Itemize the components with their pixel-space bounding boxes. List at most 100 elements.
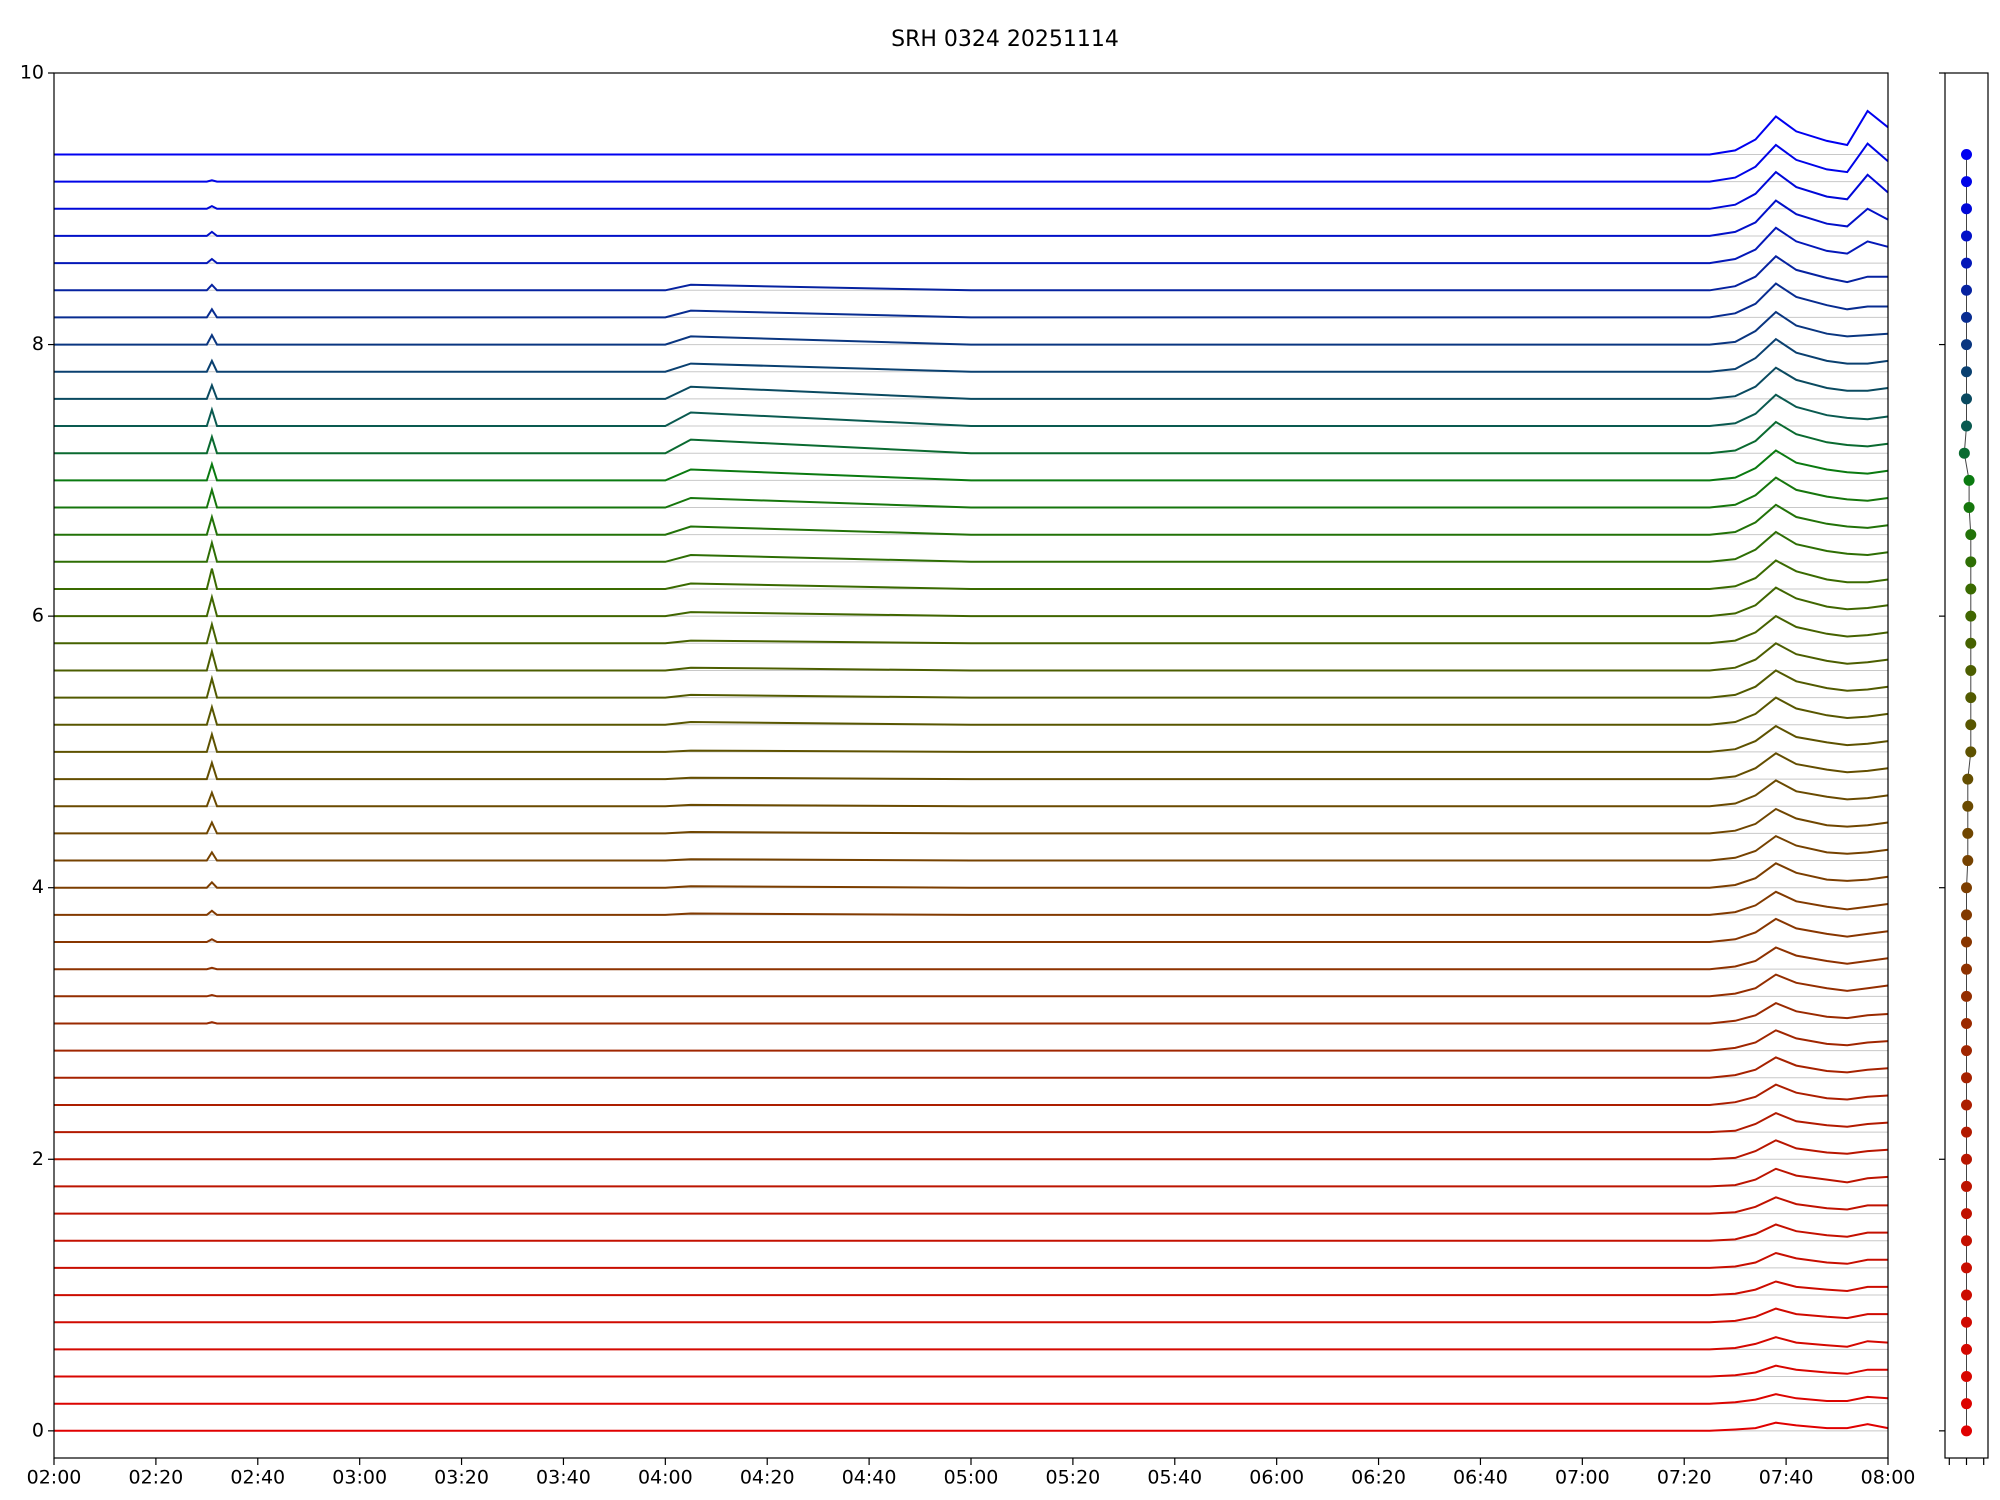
point: [1961, 990, 1972, 1002]
point: [1963, 474, 1975, 486]
point: [1965, 746, 1977, 758]
point: [1961, 1099, 1972, 1111]
trace: [54, 1083, 1889, 1106]
x-tick-label: 07:40: [1759, 1467, 1814, 1489]
point: [1961, 1316, 1972, 1328]
trace: [54, 669, 1889, 699]
point: [1965, 664, 1977, 676]
point: [1962, 773, 1974, 785]
trace: [54, 559, 1889, 590]
x-tick-label: 03:40: [536, 1467, 591, 1489]
trace: [54, 1393, 1889, 1405]
point: [1961, 1398, 1972, 1410]
point: [1961, 393, 1972, 405]
x-tick-label: 04:20: [740, 1467, 795, 1489]
x-tick-label: 04:00: [638, 1467, 693, 1489]
trace: [54, 449, 1889, 482]
x-tick-label: 06:20: [1351, 1467, 1406, 1489]
x-tick-label: 06:40: [1453, 1467, 1508, 1489]
trace: [54, 199, 1889, 237]
trace: [54, 752, 1889, 781]
trace: [54, 1223, 1888, 1242]
trace: [54, 1251, 1888, 1269]
x-tick-label: 07:00: [1555, 1467, 1610, 1489]
trace: [54, 890, 1889, 916]
point: [1965, 692, 1977, 704]
x-tick-label: 04:40: [842, 1467, 897, 1489]
point: [1961, 882, 1972, 894]
point: [1961, 909, 1972, 921]
point: [1961, 1045, 1972, 1057]
trace: [54, 1364, 1888, 1378]
point: [1965, 637, 1977, 649]
trace: [54, 1167, 1889, 1188]
x-tick-label: 06:00: [1249, 1467, 1304, 1489]
x-tick-label: 02:20: [129, 1467, 184, 1489]
point: [1961, 1343, 1972, 1355]
point: [1965, 529, 1977, 541]
x-tick-label: 07:20: [1657, 1467, 1712, 1489]
y-tick-label: 10: [20, 62, 44, 84]
trace: [54, 586, 1889, 618]
trace: [54, 779, 1889, 808]
trace: [54, 834, 1889, 862]
trace: [54, 1001, 1889, 1025]
trace: [54, 530, 1889, 563]
trace: [54, 109, 1889, 156]
x-tick-label: 03:20: [434, 1467, 489, 1489]
point: [1961, 284, 1972, 296]
trace: [54, 1336, 1889, 1351]
x-tick-label: 05:00: [944, 1467, 999, 1489]
point: [1961, 963, 1972, 975]
x-tick-label: 05:20: [1046, 1467, 1101, 1489]
y-tick-label: 0: [32, 1419, 44, 1441]
x-tick-label: 02:00: [27, 1467, 82, 1489]
point: [1962, 800, 1974, 812]
point: [1965, 583, 1977, 595]
y-tick-label: 2: [32, 1148, 44, 1170]
point: [1965, 610, 1977, 622]
point: [1961, 1072, 1972, 1084]
trace: [54, 476, 1889, 509]
trace: [54, 724, 1889, 753]
point: [1961, 1017, 1972, 1029]
trace: [54, 142, 1889, 183]
point: [1963, 502, 1975, 514]
point: [1961, 176, 1972, 188]
trace: [54, 973, 1889, 998]
point: [1961, 311, 1972, 323]
trace: [54, 1421, 1889, 1432]
trace: [54, 226, 1889, 265]
trace: [54, 642, 1889, 672]
y-tick-label: 6: [32, 605, 44, 627]
trace: [54, 696, 1889, 726]
point: [1961, 1235, 1972, 1247]
trace: [54, 1056, 1889, 1079]
trace: [54, 393, 1889, 427]
point: [1961, 1153, 1972, 1165]
point: [1961, 420, 1972, 432]
point: [1962, 827, 1974, 839]
trace: [54, 420, 1889, 455]
point: [1961, 1126, 1972, 1138]
point: [1961, 1262, 1972, 1274]
point: [1965, 556, 1977, 568]
point: [1961, 203, 1972, 215]
y-tick-label: 4: [32, 876, 44, 898]
point: [1961, 1425, 1972, 1437]
point: [1958, 447, 1970, 459]
trace: [54, 1280, 1888, 1297]
point: [1961, 1371, 1972, 1383]
point: [1961, 366, 1972, 378]
x-tick-label: 08:00: [1861, 1467, 1916, 1489]
point: [1962, 855, 1974, 867]
trace: [54, 503, 1889, 536]
trace: [54, 255, 1888, 292]
point: [1961, 339, 1972, 351]
trace: [54, 1111, 1889, 1134]
trace: [54, 366, 1889, 400]
trace: [54, 1196, 1888, 1215]
point: [1961, 1180, 1972, 1192]
trace: [54, 310, 1889, 346]
